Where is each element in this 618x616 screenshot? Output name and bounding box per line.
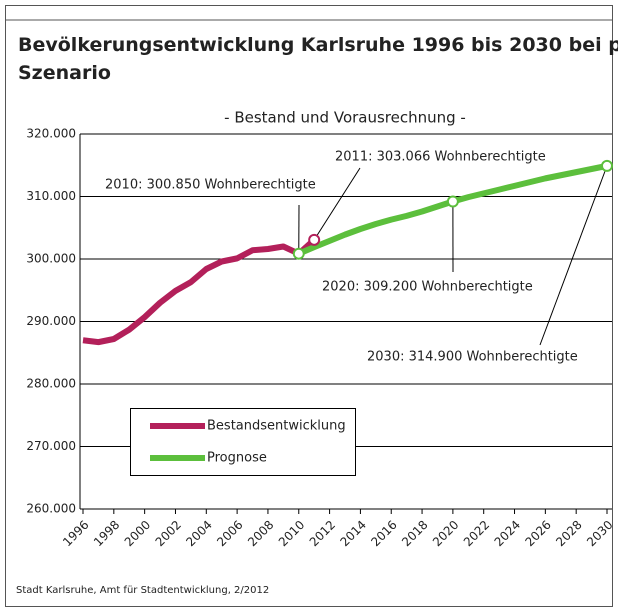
- frame: [6, 6, 613, 607]
- annotation: 2011: 303.066 Wohnberechtigte: [335, 150, 546, 165]
- annotation-marker: [309, 235, 319, 245]
- annotation: 2010: 300.850 Wohnberechtigte: [105, 178, 316, 193]
- annotation-marker: [448, 197, 458, 207]
- y-tick-label: 310.000: [26, 189, 76, 203]
- y-tick-label: 300.000: [26, 252, 76, 266]
- y-tick-label: 270.000: [26, 439, 76, 453]
- y-tick-label: 320.000: [26, 127, 76, 141]
- annotation: 2020: 309.200 Wohnberechtigte: [322, 280, 533, 295]
- annotation-marker: [602, 161, 612, 171]
- chart-subtitle: - Bestand und Vorausrechnung -: [224, 109, 466, 127]
- y-tick-label: 290.000: [26, 314, 76, 328]
- y-tick-label: 280.000: [26, 377, 76, 391]
- annotation-marker: [294, 249, 304, 259]
- legend-label: Bestandsentwicklung: [207, 419, 346, 434]
- source: Stadt Karlsruhe, Amt für Stadtentwicklun…: [16, 585, 269, 596]
- y-tick-label: 260.000: [26, 502, 76, 516]
- legend-label: Prognose: [207, 451, 267, 466]
- annotation: 2030: 314.900 Wohnberechtigte: [367, 350, 578, 365]
